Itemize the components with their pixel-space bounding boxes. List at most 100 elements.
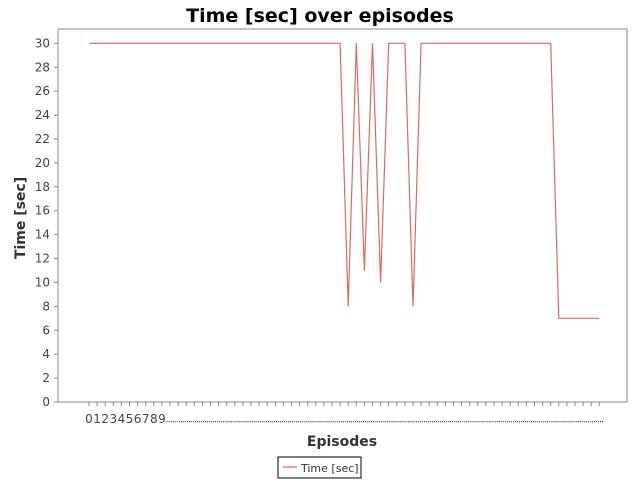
x-tick-label-truncated (233, 421, 235, 423)
data-point (97, 43, 98, 44)
x-tick-label-truncated (251, 421, 253, 423)
x-tick-label-truncated (174, 421, 176, 423)
data-point (421, 43, 422, 44)
x-tick-label-truncated (253, 421, 255, 423)
data-point (550, 43, 551, 44)
y-tick-label: 2 (42, 371, 50, 385)
x-tick-label-truncated (379, 421, 381, 423)
x-tick-label-truncated (405, 421, 407, 423)
x-tick-label-truncated (395, 421, 397, 423)
x-tick-label-truncated (438, 421, 439, 423)
x-tick-label-truncated (322, 421, 324, 423)
x-tick-label-truncated (551, 421, 553, 423)
x-tick-label-truncated (231, 421, 233, 423)
x-tick-label-truncated (391, 421, 393, 423)
legend-label: Time [sec] (300, 462, 359, 475)
x-tick-label-truncated (324, 421, 326, 423)
x-tick-label-truncated (348, 421, 350, 423)
x-tick-label-truncated (263, 421, 265, 423)
data-point (493, 43, 494, 44)
x-tick-label-truncated (197, 421, 199, 423)
data-point (88, 43, 89, 44)
data-point (599, 318, 600, 319)
x-tick-label-truncated (492, 421, 494, 423)
x-tick-label-truncated (189, 421, 190, 423)
data-point (485, 43, 486, 44)
x-tick-label-truncated (336, 421, 338, 423)
data-point (461, 43, 462, 44)
x-tick-label: 3 (109, 412, 117, 426)
x-tick-label-truncated (476, 421, 478, 423)
x-tick-label-truncated (591, 421, 593, 423)
data-point (153, 43, 154, 44)
x-tick-label-truncated (235, 421, 237, 423)
x-tick-label-truncated (166, 421, 168, 423)
x-tick-label-truncated (195, 421, 196, 423)
x-tick-label-truncated (407, 421, 409, 423)
x-tick-label-truncated (569, 421, 571, 423)
x-tick-label-truncated (334, 421, 336, 423)
y-tick-label: 14 (35, 228, 50, 242)
x-tick-label-truncated (502, 421, 504, 423)
x-tick-label-truncated (557, 421, 559, 423)
x-tick-label-truncated (462, 421, 464, 423)
data-point (340, 43, 341, 44)
x-tick-label-truncated (198, 421, 200, 423)
data-point (105, 43, 106, 44)
x-tick-label-truncated (401, 421, 403, 423)
x-tick-label-truncated (229, 421, 231, 423)
x-tick-label-truncated (441, 421, 443, 423)
x-tick-label-truncated (541, 421, 543, 423)
data-point (250, 43, 251, 44)
x-tick-label-truncated (170, 421, 172, 423)
x-tick-label-truncated (172, 421, 174, 423)
x-tick-label-truncated (371, 421, 373, 423)
x-tick-label-truncated (318, 421, 320, 423)
x-tick-label-truncated (354, 421, 356, 423)
x-tick-label-truncated (259, 421, 261, 423)
data-point (412, 306, 413, 307)
x-tick-label: 7 (142, 412, 150, 426)
data-point (267, 43, 268, 44)
x-tick-label-truncated (529, 421, 531, 423)
data-point (121, 43, 122, 44)
x-tick-label-truncated (217, 421, 219, 423)
data-point (437, 43, 438, 44)
series-layer (88, 42, 600, 319)
data-point (259, 43, 260, 44)
x-tick-label-truncated (284, 421, 286, 423)
x-tick-label-truncated (294, 421, 296, 423)
x-tick-label-truncated (373, 421, 375, 423)
x-tick-label-truncated (279, 421, 281, 423)
x-tick-label-truncated (369, 421, 370, 423)
y-tick-label: 20 (35, 156, 50, 170)
x-tick-label-truncated (575, 421, 577, 423)
x-tick-label-truncated (565, 421, 567, 423)
x-tick-label-truncated (363, 421, 364, 423)
x-tick-label-truncated (510, 421, 512, 423)
y-tick-label: 22 (35, 132, 50, 146)
data-point (348, 306, 349, 307)
x-tick-label-truncated (344, 421, 346, 423)
x-tick-label: 0 (85, 412, 93, 426)
data-point (510, 43, 511, 44)
data-point (331, 43, 332, 44)
legend: Time [sec] (277, 456, 362, 479)
data-point (218, 43, 219, 44)
data-point (202, 43, 203, 44)
x-tick-label-truncated (184, 421, 186, 423)
x-tick-label-truncated (537, 421, 539, 423)
x-tick-label-truncated (567, 421, 569, 423)
x-tick-label-truncated (589, 421, 591, 423)
x-tick-label-truncated (201, 421, 202, 423)
x-tick-label-truncated (399, 421, 401, 423)
data-point (380, 282, 381, 283)
data-point (356, 43, 357, 44)
x-tick-label-truncated (440, 421, 442, 423)
x-tick-label-truncated (316, 421, 318, 423)
x-tick-label-truncated (600, 421, 601, 423)
data-point (113, 43, 114, 44)
data-point (234, 43, 235, 44)
